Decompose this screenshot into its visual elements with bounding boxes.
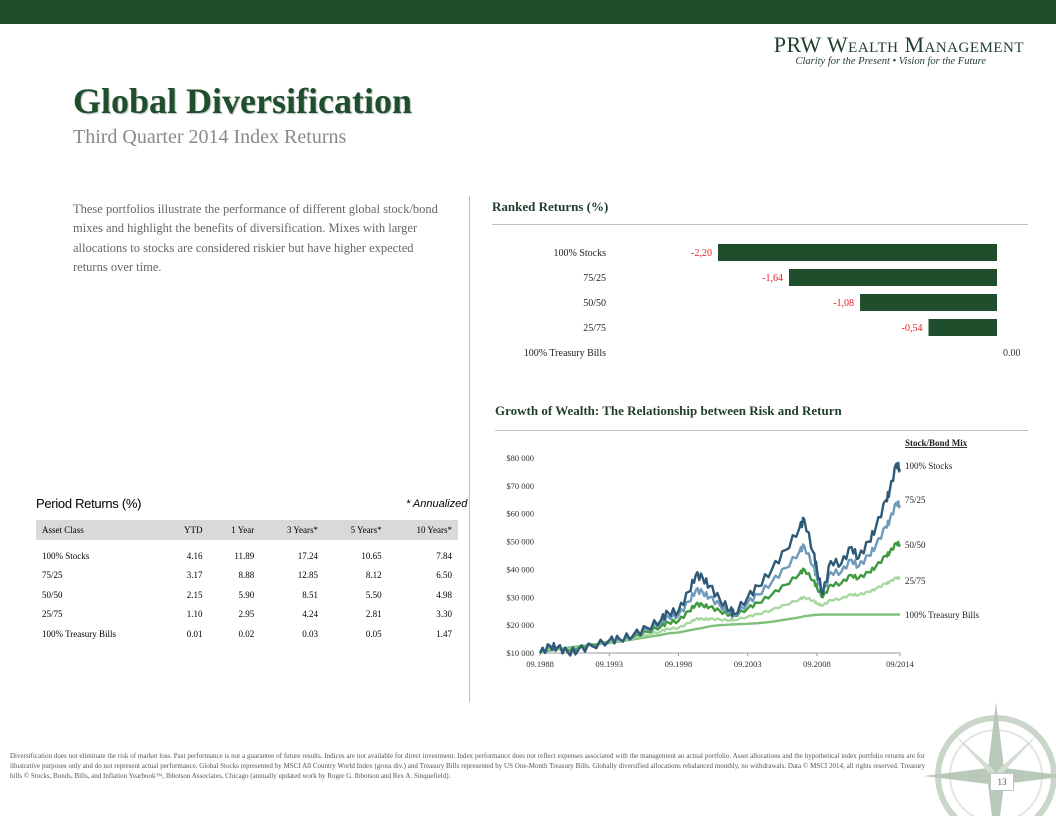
table-cell: 2.81 [365, 609, 382, 620]
x-tick-label: 09.1993 [595, 659, 623, 669]
y-tick-label: $20 000 [506, 620, 534, 630]
y-tick-label: $30 000 [506, 592, 534, 602]
table-cell: 5.50 [365, 589, 382, 600]
intro-text: These portfolios illustrate the performa… [73, 202, 438, 275]
brand-tagline: Clarity for the Present • Vision for the… [795, 56, 986, 67]
table-cell: 8.51 [302, 589, 318, 600]
table-cell: 7.84 [436, 550, 452, 561]
y-tick-label: $70 000 [506, 481, 534, 491]
table-cell: 4.98 [436, 589, 452, 600]
page-subtitle: Third Quarter 2014 Index Returns [73, 126, 347, 148]
ranked-returns-title: Ranked Returns (%) [492, 199, 609, 214]
bar-category-label: 75/25 [583, 273, 606, 284]
disclaimer-text: Diversification does not eliminate the r… [10, 752, 925, 780]
y-tick-label: $50 000 [506, 537, 534, 547]
legend-label: 75/25 [905, 495, 926, 505]
period-returns-table: Asset Class YTD 1 Year 3 Years* 5 Years*… [36, 520, 458, 644]
bar-value-label: -1,08 [833, 298, 854, 309]
table-cell: 4.16 [186, 550, 203, 561]
column-header: 1 Year [208, 520, 261, 540]
table-row: 25/75 1.10 2.95 4.24 2.81 3.30 [36, 605, 458, 625]
y-tick-label: $80 000 [506, 453, 534, 463]
brand-logo: PRW Wealth Management Clarity for the Pr… [774, 32, 1024, 67]
table-cell: 3.30 [436, 609, 452, 620]
legend-label: 100% Treasury Bills [905, 610, 980, 620]
table-cell: 2.95 [238, 609, 255, 620]
table-cell: 0.01 [186, 628, 203, 639]
table-cell: 11.89 [234, 550, 255, 561]
ranked-returns-chart: 100% Stocks -2,20 75/25 -1,64 50/50 -1,08 25/7… [524, 244, 1021, 359]
growth-of-wealth-title: Growth of Wealth: The Relationship betwe… [495, 403, 842, 418]
column-header: 10 Years* [387, 520, 458, 540]
legend-label: 50/50 [905, 540, 926, 550]
bar-value-label: -2,20 [691, 248, 712, 259]
table-cell: 1.10 [186, 609, 203, 620]
series-line [538, 461, 902, 657]
column-header: 3 Years* [260, 520, 324, 540]
table-cell: 1.47 [436, 628, 452, 639]
table-cell: 6.50 [436, 570, 452, 581]
compass-rose-icon [924, 702, 1056, 816]
bar [928, 319, 997, 336]
table-cell: 0.02 [238, 628, 255, 639]
growth-of-wealth-chart: $10 000 $20 000 $30 000 $40 000 $50 000 $60 0… [506, 438, 980, 669]
table-cell: 100% Stocks [42, 550, 90, 561]
table-cell: 2.15 [186, 589, 203, 600]
x-tick-label: 09.1998 [665, 659, 693, 669]
bar-value-label: -0,54 [902, 323, 923, 334]
series-line [539, 613, 901, 655]
bar-category-label: 25/75 [583, 323, 606, 334]
table-cell: 10.65 [361, 550, 382, 561]
legend-title: Stock/Bond Mix [905, 438, 968, 448]
ranked-returns-rule [492, 224, 1028, 225]
bar-category-label: 100% Treasury Bills [524, 348, 606, 359]
table-header-row: Asset Class YTD 1 Year 3 Years* 5 Years*… [36, 520, 458, 540]
brand-name: PRW Wealth Management [773, 32, 1024, 57]
table-cell: 12.85 [297, 570, 318, 581]
column-header: 5 Years* [323, 520, 388, 540]
table-cell: 0.03 [302, 628, 318, 639]
table-row: 50/50 2.15 5.90 8.51 5.50 4.98 [36, 585, 458, 605]
table-cell: 0.05 [365, 628, 382, 639]
series-line [538, 500, 902, 655]
bar [718, 244, 997, 261]
table-cell: 5.90 [238, 589, 255, 600]
bar-category-label: 100% Stocks [554, 248, 607, 259]
page-number: 13 [990, 773, 1014, 791]
table-cell: 8.12 [365, 570, 382, 581]
period-returns-title: Period Returns (%) [36, 496, 142, 511]
x-tick-label: 09/2014 [886, 659, 915, 669]
vertical-divider [469, 196, 470, 702]
table-row: 100% Treasury Bills 0.01 0.02 0.03 0.05 … [36, 624, 458, 644]
table-row: 100% Stocks 4.16 11.89 17.24 10.65 7.84 [36, 540, 458, 566]
y-tick-label: $40 000 [506, 564, 534, 574]
page-title: Global Diversification [73, 81, 412, 121]
bar [789, 269, 997, 286]
y-tick-label: $60 000 [506, 509, 534, 519]
x-tick-label: 09.2003 [734, 659, 762, 669]
column-header: Asset Class [36, 520, 164, 540]
table-cell: 8.88 [238, 570, 255, 581]
table-cell: 25/75 [42, 609, 63, 620]
table-row: 75/25 3.17 8.88 12.85 8.12 6.50 [36, 566, 458, 586]
table-cell: 3.17 [186, 570, 203, 581]
annualized-note: * Annualized [406, 498, 468, 510]
bar-category-label: 50/50 [583, 298, 606, 309]
legend-label: 25/75 [905, 576, 926, 586]
y-tick-label: $10 000 [506, 648, 534, 658]
table-cell: 17.24 [297, 550, 318, 561]
bar [860, 294, 997, 311]
table-cell: 75/25 [42, 570, 63, 581]
legend-label: 100% Stocks [905, 461, 953, 471]
x-tick-label: 09.2008 [803, 659, 831, 669]
table-cell: 100% Treasury Bills [42, 628, 117, 639]
table-cell: 4.24 [302, 609, 318, 620]
growth-of-wealth-rule [495, 430, 1028, 431]
table-cell: 50/50 [42, 589, 63, 600]
column-header: YTD [163, 520, 209, 540]
top-banner [0, 0, 1056, 24]
bar-value-label: 0.00 [1003, 348, 1021, 359]
bar-value-label: -1,64 [762, 273, 783, 284]
x-tick-label: 09.1988 [526, 659, 554, 669]
